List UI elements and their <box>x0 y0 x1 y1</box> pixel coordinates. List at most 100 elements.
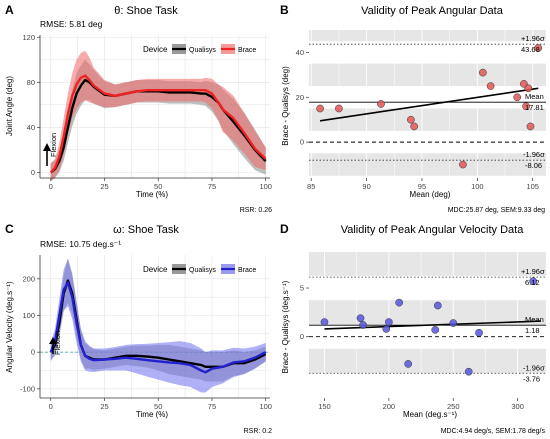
data-point <box>475 328 483 337</box>
data-point <box>534 44 543 52</box>
data-point <box>410 122 419 131</box>
data-point <box>526 122 535 131</box>
rsr-label: RSR: 0.26 <box>240 207 272 214</box>
x-tick-label: 250 <box>447 402 460 411</box>
y-tick-label: 100 <box>22 311 35 320</box>
data-points <box>320 277 537 376</box>
x-axis-label: Time (%) <box>136 190 168 199</box>
grid-band <box>309 30 546 42</box>
data-point <box>404 360 413 368</box>
upper-limit-value: 43.68 <box>521 45 540 54</box>
lower-limit-value: -3.76 <box>523 374 540 383</box>
legend-title: Device <box>143 265 168 274</box>
x-tick-label: 95 <box>418 182 426 191</box>
panel-a: A θ: Shoe Task RMSE: 5.81 deg 0 25 50 75 100… <box>5 3 272 214</box>
axes: 0 25 50 75 100 0 40 80 120 <box>22 33 271 191</box>
x-tick-label: 105 <box>526 182 539 191</box>
legend-label-brace: Brace <box>238 267 256 274</box>
mean-label: Mean <box>525 92 544 101</box>
x-tick-label: 200 <box>383 402 396 411</box>
x-tick-label: 50 <box>154 402 162 411</box>
panel-title: Validity of Peak Angular Data <box>361 5 504 17</box>
data-point <box>407 115 415 124</box>
grid-band <box>309 63 546 87</box>
data-point <box>513 93 522 102</box>
y-tick-label: 5 <box>300 284 304 293</box>
x-tick-label: 0 <box>49 402 53 411</box>
panel-title: Validity of Peak Angular Velocity Data <box>341 224 525 236</box>
panel-c: C ω: Shoe Task RMSE: 10.75 deg.s⁻¹ 0 25 50… <box>5 222 272 435</box>
mdc-sem-label: MDC:4.94 deg/s, SEM:1.78 deg/s <box>441 428 546 435</box>
lower-limit-label: -1.96σ <box>523 363 545 372</box>
data-point <box>464 367 473 376</box>
flexion-arrow: Flexion <box>43 133 58 166</box>
data-point <box>433 301 442 310</box>
y-tick-label: 40 <box>27 123 35 132</box>
panel-letter: D <box>280 222 289 236</box>
rmse-label: RMSE: 10.75 deg.s⁻¹ <box>40 239 121 249</box>
y-tick-label: 0 <box>300 138 304 147</box>
y-tick-label: 200 <box>22 274 35 283</box>
y-axis-label: Brace - Qualisys (deg.s⁻¹) <box>281 280 290 373</box>
x-tick-label: 100 <box>259 402 272 411</box>
data-point <box>359 321 367 329</box>
x-tick-label: 0 <box>49 182 53 191</box>
reference-labels: +1.96σ 6.12 Mean 1.18 -1.96σ -3.76 <box>521 267 545 383</box>
legend: Device Qualisys Brace <box>143 264 256 274</box>
data-point <box>316 104 324 113</box>
y-tick-label: 40 <box>296 48 304 57</box>
panel-title: ω: Shoe Task <box>113 224 179 236</box>
x-tick-label: 300 <box>511 402 524 411</box>
line-brace <box>49 281 267 374</box>
data-point <box>524 84 533 93</box>
x-tick-label: 75 <box>208 182 216 191</box>
grid-band <box>309 300 546 325</box>
x-tick-label: 75 <box>208 402 216 411</box>
axes: 85 90 95 100 105 0 20 40 <box>296 48 539 191</box>
legend-label-qualisys: Qualisys <box>189 47 216 54</box>
y-tick-label: 80 <box>27 78 35 87</box>
data-point <box>335 104 343 113</box>
x-axis-label: Mean (deg) <box>410 190 451 199</box>
data-point <box>479 68 487 77</box>
grid-band <box>309 252 546 276</box>
panel-d: D Validity of Peak Angular Velocity Data… <box>280 222 546 435</box>
panel-title: θ: Shoe Task <box>114 5 178 17</box>
x-tick-label: 100 <box>471 182 484 191</box>
legend-label-brace: Brace <box>238 47 256 54</box>
upper-limit-label: +1.96σ <box>521 34 545 43</box>
y-tick-label: 0 <box>31 168 35 177</box>
panel-letter: C <box>5 222 14 236</box>
flexion-label: Flexion <box>49 133 58 157</box>
x-tick-label: 100 <box>259 182 272 191</box>
data-point <box>449 319 458 327</box>
data-point <box>377 100 385 108</box>
reference-lines <box>309 43 546 161</box>
axes: 150 200 250 300 0 5 <box>300 284 524 411</box>
line-brace <box>49 74 267 174</box>
rsr-label: RSR: 0.2 <box>244 428 273 435</box>
axes: 0 25 50 75 100 -100 0 100 200 <box>20 255 272 411</box>
mdc-sem-label: MDC:25.87 deg, SEM:9.33 deg <box>448 207 545 214</box>
data-point <box>320 318 329 326</box>
data-point <box>431 326 440 334</box>
mean-value: 1.18 <box>525 326 540 335</box>
x-tick-label: 50 <box>154 182 162 191</box>
y-axis-label: Joint Angle (deg) <box>5 76 14 136</box>
x-axis-label: Mean (deg.s⁻¹) <box>403 410 457 419</box>
data-point <box>395 298 404 307</box>
y-axis-label: Brace - Qualisys (deg) <box>281 66 290 146</box>
regression-segment <box>319 87 539 122</box>
mean-lines <box>49 279 267 374</box>
panel-b: B Validity of Peak Angular Data 85 90 95 10… <box>280 3 546 214</box>
data-point <box>382 325 391 333</box>
mean-label: Mean <box>525 315 544 324</box>
data-point <box>486 82 495 90</box>
mean-lines <box>49 74 267 174</box>
panel-letter: B <box>280 3 289 17</box>
lower-limit-value: -8.06 <box>525 161 542 170</box>
flexion-arrow: Flexion <box>49 331 62 355</box>
legend: Device Qualisys Brace <box>143 44 256 54</box>
x-tick-label: 90 <box>362 182 370 191</box>
x-tick-label: 85 <box>307 182 315 191</box>
